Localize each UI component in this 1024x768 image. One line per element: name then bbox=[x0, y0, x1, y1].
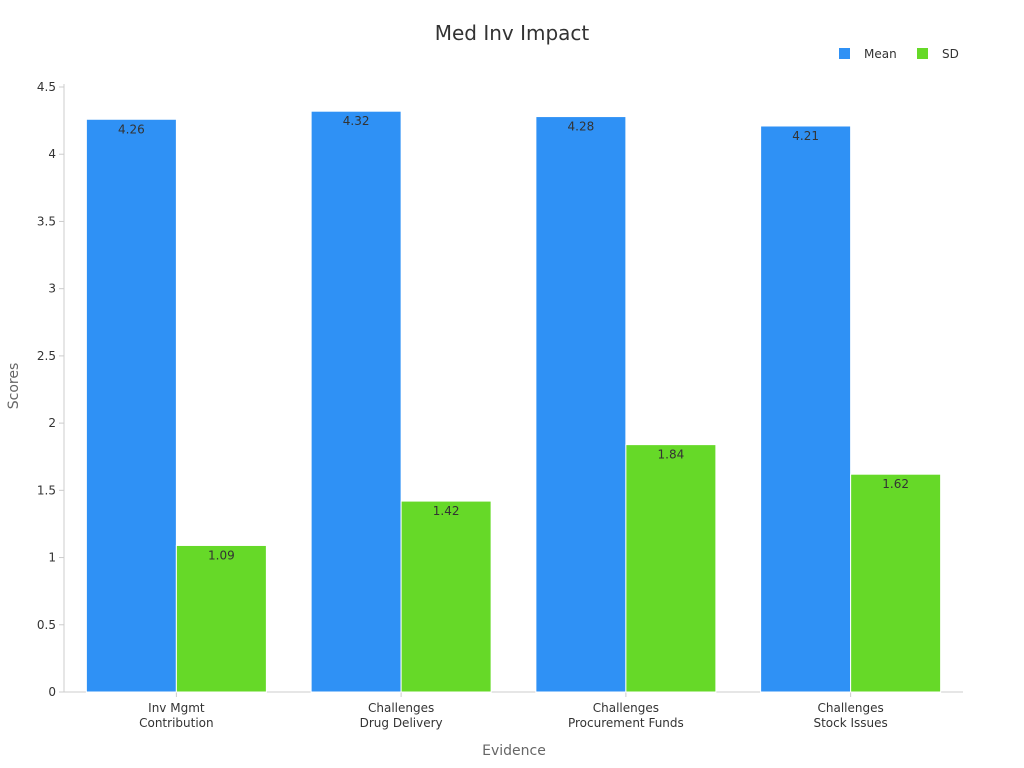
legend-swatch-mean bbox=[839, 48, 850, 59]
x-tick-label: Challenges Stock Issues bbox=[813, 701, 887, 730]
x-tick-label-line: Stock Issues bbox=[813, 716, 887, 730]
legend-label-mean: Mean bbox=[864, 47, 897, 61]
y-tick-label: 1.5 bbox=[37, 483, 56, 497]
data-label: 4.32 bbox=[343, 114, 370, 128]
y-tick-label: 3.5 bbox=[37, 214, 56, 228]
x-tick-label-line: Inv Mgmt bbox=[148, 701, 205, 715]
bar-mean bbox=[310, 110, 402, 693]
x-tick-label-line: Challenges bbox=[368, 701, 434, 715]
data-label: 1.09 bbox=[208, 548, 235, 562]
bar-mean bbox=[85, 118, 177, 693]
y-tick-label: 1 bbox=[48, 551, 56, 565]
y-tick-label: 3 bbox=[48, 282, 56, 296]
bar-mean bbox=[760, 125, 852, 693]
y-tick-label: 2.5 bbox=[37, 349, 56, 363]
x-tick-label-line: Challenges bbox=[593, 701, 659, 715]
legend: Mean SD bbox=[839, 47, 959, 61]
data-label: 1.62 bbox=[882, 477, 909, 491]
x-tick-label-line: Contribution bbox=[139, 716, 214, 730]
legend-swatch-sd bbox=[917, 48, 928, 59]
y-tick-label: 0 bbox=[48, 685, 56, 699]
data-labels: 4.26 1.09 4.32 1.42 4.28 1.84 4.21 1.62 bbox=[118, 114, 909, 562]
x-tick-label-line: Procurement Funds bbox=[568, 716, 684, 730]
y-axis: 0 0.5 1 1.5 2 2.5 3 3.5 4 4.5 bbox=[37, 80, 65, 699]
data-label: 4.21 bbox=[792, 129, 819, 143]
bars bbox=[85, 110, 942, 693]
x-tick-label: Challenges Procurement Funds bbox=[568, 701, 684, 730]
y-tick-label: 2 bbox=[48, 416, 56, 430]
y-tick-label: 0.5 bbox=[37, 618, 56, 632]
x-tick-label-line: Challenges bbox=[818, 701, 884, 715]
data-label: 4.26 bbox=[118, 122, 145, 136]
chart-title: Med Inv Impact bbox=[435, 21, 590, 45]
bar-sd bbox=[850, 473, 942, 693]
x-axis-title: Evidence bbox=[482, 743, 546, 759]
data-label: 1.42 bbox=[433, 504, 460, 518]
bar-sd bbox=[175, 544, 267, 693]
bar-sd bbox=[400, 500, 492, 693]
bar-sd bbox=[625, 444, 717, 693]
x-tick-label: Challenges Drug Delivery bbox=[360, 701, 443, 730]
legend-label-sd: SD bbox=[942, 47, 959, 61]
y-tick-label: 4 bbox=[48, 147, 56, 161]
y-axis-title: Scores bbox=[6, 363, 22, 410]
y-tick-label: 4.5 bbox=[37, 80, 56, 94]
x-tick-label: Inv Mgmt Contribution bbox=[139, 701, 214, 730]
x-tick-label-line: Drug Delivery bbox=[360, 716, 443, 730]
data-label: 4.28 bbox=[568, 120, 595, 134]
data-label: 1.84 bbox=[658, 448, 685, 462]
bar-mean bbox=[535, 116, 627, 693]
